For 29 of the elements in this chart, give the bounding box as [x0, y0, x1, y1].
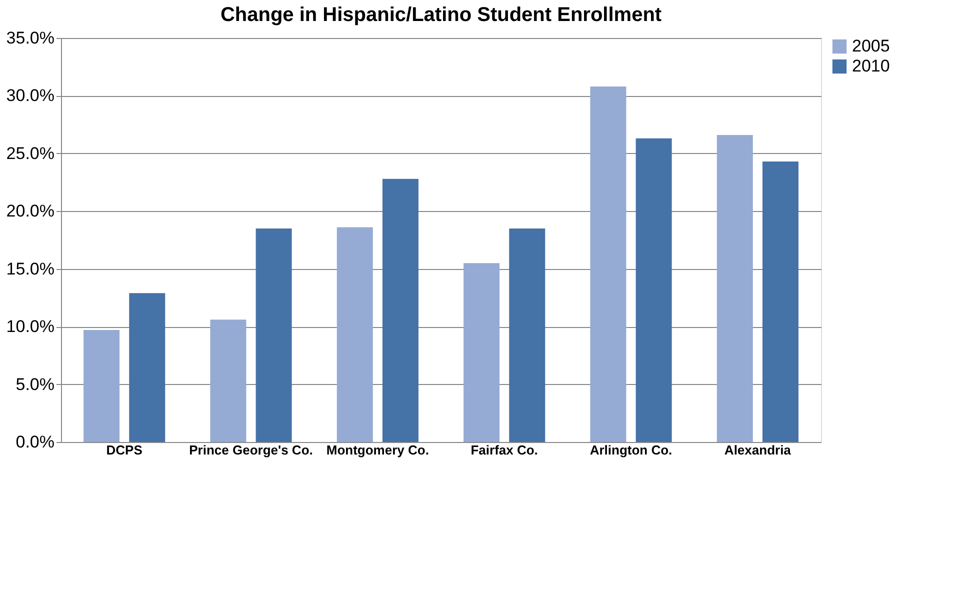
bar	[129, 293, 166, 442]
y-tick-label: 20.0%	[6, 202, 54, 221]
bar	[382, 178, 418, 442]
bar	[210, 320, 246, 442]
bar	[716, 134, 753, 442]
bar	[636, 138, 672, 442]
x-tick-label: Prince George's Co.	[189, 442, 313, 458]
y-tick-label: 0.0%	[16, 432, 54, 452]
x-tick-label: Montgomery Co.	[326, 442, 429, 458]
x-tick-label: Arlington Co.	[590, 442, 672, 458]
legend-label: 2010	[852, 56, 890, 76]
bar	[256, 228, 292, 442]
y-tick-label: 35.0%	[6, 28, 54, 48]
bar	[336, 227, 373, 442]
legend-label: 2005	[852, 36, 890, 56]
chart-title: Change in Hispanic/Latino Student Enrollment	[220, 4, 662, 26]
y-tick-label: 25.0%	[6, 144, 54, 163]
y-tick-label: 5.0%	[16, 374, 54, 394]
bar	[509, 228, 546, 442]
y-tick-label: 10.0%	[6, 317, 54, 336]
bar	[84, 330, 120, 442]
bar	[762, 162, 798, 442]
x-tick-label: DCPS	[106, 442, 143, 458]
y-tick-label: 15.0%	[6, 259, 54, 278]
x-tick-label: Alexandria	[724, 442, 792, 458]
y-tick-label: 30.0%	[6, 86, 54, 106]
bar	[590, 86, 626, 442]
x-tick-label: Fairfax Co.	[470, 442, 538, 458]
bar	[464, 263, 500, 442]
